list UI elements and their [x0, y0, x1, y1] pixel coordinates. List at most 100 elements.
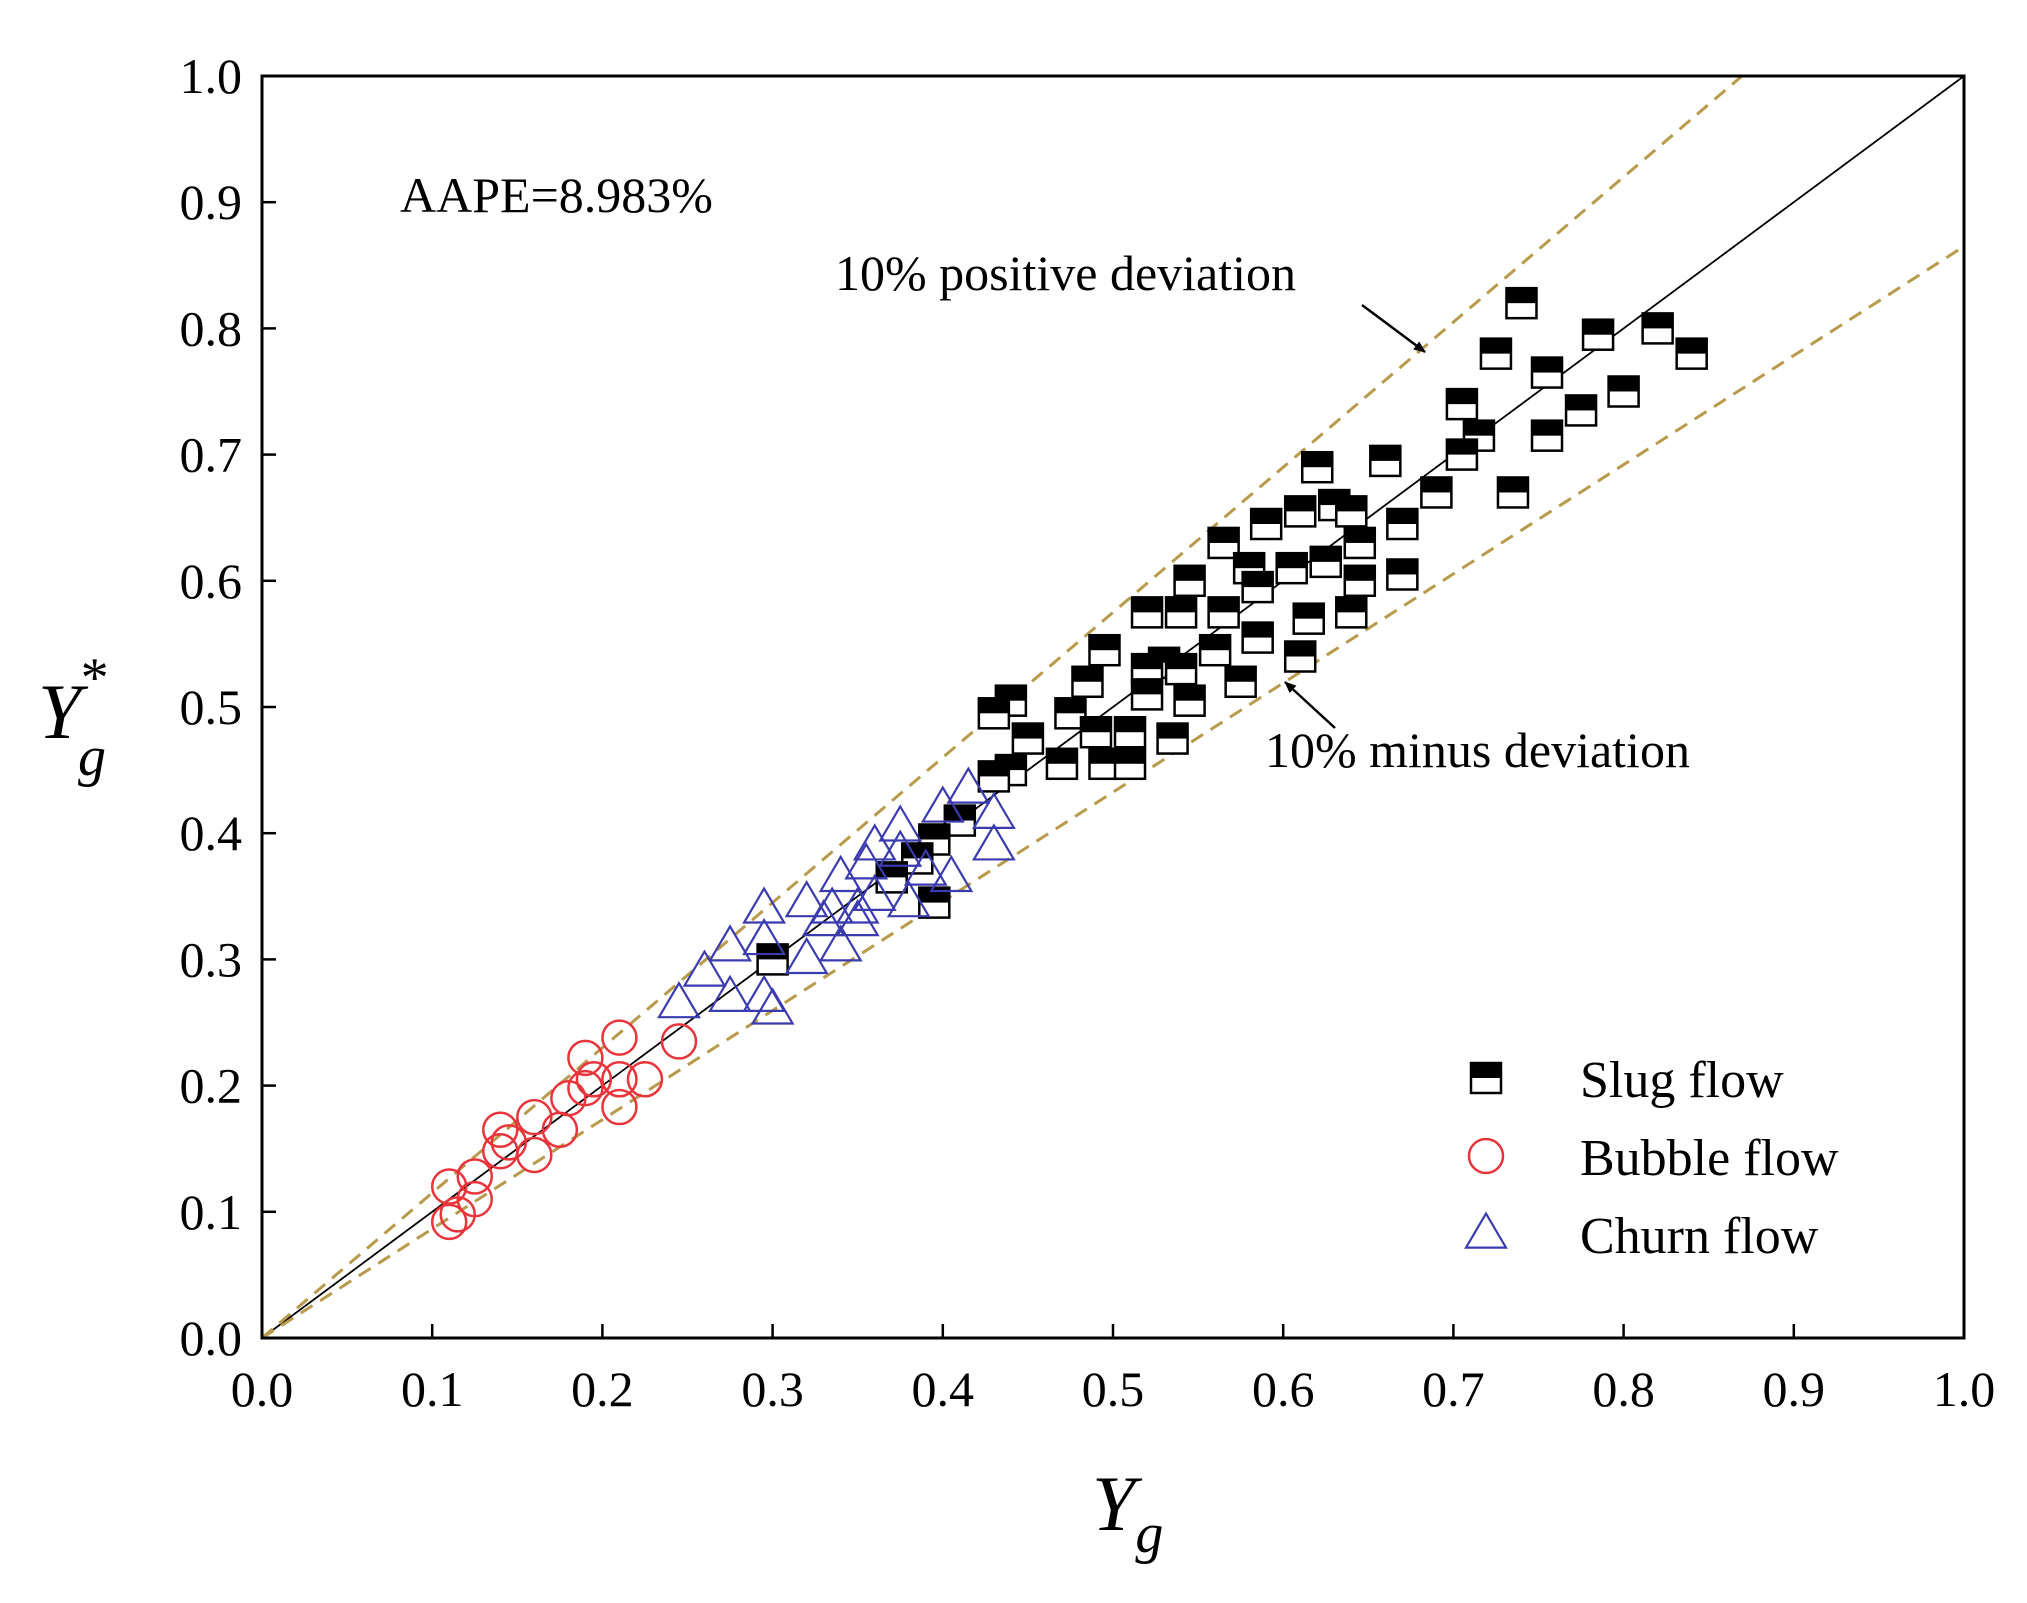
churn-point	[878, 804, 923, 842]
slug-point	[1241, 621, 1274, 654]
slug-point	[1173, 564, 1206, 598]
slug-point	[977, 760, 1011, 793]
slug-point	[1530, 356, 1564, 389]
slug-point	[1130, 678, 1164, 711]
churn-point	[886, 880, 931, 918]
bubble-point	[482, 1132, 519, 1170]
legend-label-slug: Slug flow	[1580, 1052, 1784, 1109]
y-tick-label: 0.8	[180, 300, 243, 356]
churn-point	[657, 981, 701, 1019]
slug-point	[1386, 558, 1419, 591]
y-tick-label: 0.2	[180, 1058, 243, 1114]
churn-point	[818, 924, 863, 962]
slug-point	[1445, 387, 1479, 421]
churn-point	[742, 917, 787, 956]
y-tick-label: 0.4	[180, 805, 243, 861]
churn-point	[971, 791, 1016, 829]
churn-point	[835, 886, 880, 924]
slug-point	[1071, 665, 1104, 699]
y-axis-title-subscript: g	[78, 726, 106, 788]
y-tick-label: 0.1	[180, 1184, 243, 1240]
churn-point	[971, 823, 1016, 861]
bubble-point	[430, 1203, 468, 1241]
churn-point	[682, 949, 727, 987]
slug-point	[1164, 652, 1198, 686]
slug-point	[1173, 684, 1206, 717]
churn-point	[844, 842, 889, 880]
slug-point	[756, 943, 789, 976]
x-tick-label: 0.9	[1763, 1361, 1826, 1417]
churn-point	[801, 898, 846, 937]
churn-point	[742, 886, 787, 924]
minus-deviation-annotation: 10% minus deviation	[1265, 722, 1690, 778]
y-tick-label: 0.5	[180, 679, 243, 735]
slug-point	[1309, 545, 1342, 579]
x-tick-label: 0.6	[1252, 1361, 1315, 1417]
slug-point	[1607, 375, 1640, 408]
legend-marker-slug	[1469, 1061, 1503, 1095]
x-tick-label: 0.4	[912, 1361, 975, 1417]
y-tick-label: 0.9	[180, 174, 243, 230]
y-tick-label: 0.0	[180, 1310, 243, 1366]
x-tick-label: 1.0	[1933, 1361, 1996, 1417]
deviation-line	[262, 244, 1964, 1338]
churn-point	[818, 854, 863, 893]
slug-point	[1207, 596, 1240, 629]
slug-point	[1164, 596, 1198, 629]
slug-point	[1275, 551, 1308, 585]
bubble-point	[516, 1136, 553, 1174]
bubble-point	[626, 1061, 664, 1098]
slug-point	[1249, 507, 1283, 541]
legend: Slug flow Bubble flow Churn flow	[1464, 1052, 1839, 1265]
bubble-point	[439, 1196, 476, 1233]
bubble-point	[567, 1039, 604, 1077]
y-axis-title-superscript: *	[78, 647, 106, 709]
slug-point	[1675, 337, 1708, 370]
legend-marker-bubble	[1467, 1137, 1505, 1175]
slug-point	[1343, 564, 1377, 598]
x-axis: 0.0 0.1 0.2 0.3 0.4 0.5 0.6 0.7 0.8 0.9 1.0	[231, 1324, 1996, 1417]
legend-marker-churn	[1464, 1211, 1508, 1249]
slug-point	[1283, 495, 1317, 528]
slug-point	[1045, 747, 1079, 781]
slug-point	[1641, 312, 1674, 345]
legend-label-bubble: Bubble flow	[1580, 1130, 1839, 1187]
slug-point	[1343, 526, 1377, 560]
slug-point	[1479, 337, 1513, 370]
x-tick-label: 0.2	[571, 1361, 634, 1417]
slug-point	[1369, 444, 1402, 478]
bubble-point	[516, 1098, 553, 1136]
slug-point	[1505, 286, 1538, 320]
slug-point	[918, 886, 951, 919]
bubble-point	[575, 1061, 613, 1098]
slug-point	[1386, 507, 1419, 541]
y-tick-label: 1.0	[180, 48, 243, 104]
slug-point	[1088, 633, 1121, 667]
bubble-point	[601, 1061, 638, 1098]
bubble-point	[482, 1111, 519, 1149]
aape-annotation: AAPE=8.983%	[400, 167, 713, 223]
y-tick-label: 0.6	[180, 553, 243, 609]
y-tick-label: 0.3	[180, 931, 243, 987]
slug-point	[977, 697, 1011, 730]
x-tick-label: 0.3	[741, 1361, 804, 1417]
bubble-point	[490, 1124, 528, 1161]
slug-point	[1079, 715, 1113, 749]
churn-point	[750, 987, 795, 1025]
churn-point	[903, 848, 948, 886]
churn-point	[946, 766, 991, 804]
x-axis-title: Yg	[1092, 1460, 1163, 1565]
data-points	[430, 286, 1708, 1241]
churn-point	[835, 898, 880, 937]
minus-deviation-arrow	[1284, 681, 1336, 729]
svg-text:Y: Y	[38, 668, 89, 755]
churn-point	[929, 854, 974, 893]
positive-deviation-arrow	[1361, 303, 1426, 354]
x-tick-label: 0.1	[401, 1361, 464, 1417]
slug-point	[1113, 747, 1147, 781]
slug-point	[1300, 450, 1334, 484]
slug-point	[1283, 640, 1317, 673]
slug-point	[1011, 722, 1045, 755]
churn-point	[708, 924, 752, 962]
